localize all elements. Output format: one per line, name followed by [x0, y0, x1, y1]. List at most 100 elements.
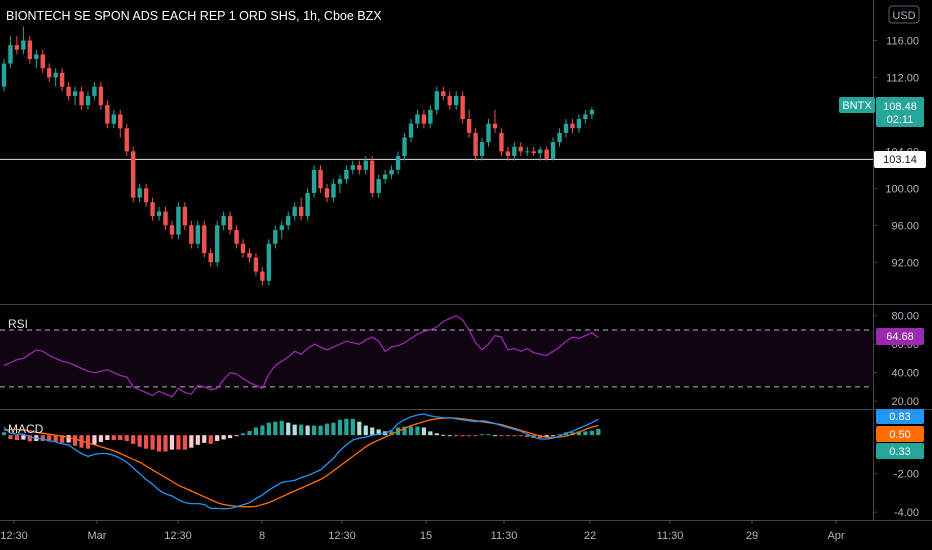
- candle: [376, 174, 381, 198]
- macd-histogram-bar: [286, 422, 291, 436]
- macd-histogram-bar: [202, 435, 207, 443]
- candle-body: [512, 146, 517, 156]
- macd-tick-label: -2.00: [894, 469, 919, 481]
- candle: [331, 179, 336, 203]
- candle-body: [202, 225, 207, 254]
- histogram-value: 0.33: [889, 446, 910, 458]
- candle: [318, 165, 323, 193]
- macd-histogram-bar: [389, 431, 394, 436]
- candle-body: [434, 91, 440, 110]
- rsi-tick-label: 80.00: [891, 311, 919, 323]
- candle-body: [382, 174, 388, 180]
- macd-histogram-bar: [111, 435, 116, 440]
- candle-body: [583, 114, 588, 120]
- candle-body: [40, 54, 45, 69]
- candle-body: [143, 188, 149, 203]
- macd-histogram-bar: [583, 431, 588, 436]
- rsi-pane[interactable]: [0, 314, 873, 398]
- signal-value: 0.50: [889, 429, 910, 441]
- candle-body: [214, 225, 220, 263]
- candle-body: [118, 114, 123, 129]
- candle: [66, 82, 71, 101]
- candle-body: [92, 86, 97, 96]
- candle-body: [150, 202, 155, 217]
- macd-histogram-bar: [479, 434, 485, 436]
- candle-body: [337, 179, 343, 184]
- currency-button[interactable]: USD: [888, 5, 920, 24]
- candle-body: [59, 72, 65, 87]
- candle-body: [350, 165, 356, 170]
- macd-histogram-bar: [234, 435, 239, 437]
- candle: [576, 114, 582, 133]
- candle: [454, 91, 459, 110]
- bar-countdown: 02:11: [887, 114, 914, 126]
- candle: [428, 105, 433, 129]
- macd-histogram-bar: [596, 428, 601, 436]
- candle: [389, 165, 394, 180]
- macd-histogram-bar: [260, 425, 265, 436]
- candle: [240, 239, 246, 258]
- candle: [544, 146, 549, 161]
- candle-body: [279, 225, 284, 230]
- price-tick-label: 100.00: [885, 183, 919, 195]
- macd-histogram-bar: [544, 435, 549, 438]
- candle: [350, 160, 356, 175]
- candle-body: [421, 114, 427, 124]
- candle: [305, 188, 310, 221]
- candle-body: [486, 123, 491, 143]
- macd-histogram-bar: [240, 433, 246, 436]
- macd-histogram-bar: [156, 435, 162, 452]
- candle-body: [169, 225, 175, 235]
- macd-histogram-bar: [247, 430, 252, 436]
- macd-histogram-bar: [208, 435, 213, 444]
- candle-body: [53, 72, 58, 78]
- candle-body: [576, 119, 582, 129]
- candle-body: [47, 68, 52, 78]
- candle: [247, 248, 252, 263]
- candle: [227, 211, 233, 235]
- macd-histogram-bar: [273, 421, 278, 436]
- candle-body: [570, 123, 575, 129]
- candle: [27, 35, 33, 64]
- macd-histogram-bar: [85, 435, 91, 449]
- price-pane[interactable]: [0, 26, 873, 286]
- candle-body: [389, 169, 394, 175]
- candle: [169, 220, 175, 240]
- rsi-band-background: [0, 329, 873, 387]
- candle: [589, 107, 595, 120]
- candle: [460, 91, 465, 124]
- macd-histogram-bar: [299, 424, 304, 436]
- candle: [298, 197, 304, 221]
- candle-body: [395, 156, 401, 170]
- candle: [14, 35, 20, 55]
- macd-histogram-bar: [454, 435, 459, 437]
- macd-histogram-bar: [357, 421, 362, 436]
- candle-body: [298, 206, 304, 217]
- candle: [234, 225, 239, 249]
- candle-body: [318, 169, 323, 189]
- macd-histogram-bar: [370, 427, 375, 436]
- candle: [550, 137, 556, 161]
- macd-tick-label: -4.00: [894, 507, 919, 519]
- candle: [434, 86, 440, 115]
- macd-histogram-bar: [589, 430, 594, 436]
- macd-histogram-bar: [27, 435, 32, 442]
- candle: [363, 156, 368, 175]
- macd-histogram-bar: [415, 426, 420, 436]
- chart-title: BIONTECH SE SPON ADS EACH REP 1 ORD SHS,…: [6, 9, 382, 23]
- rsi-tick-label: 20.00: [891, 396, 919, 408]
- candle: [570, 119, 575, 133]
- macd-pane[interactable]: [1, 413, 601, 510]
- candle-body: [111, 114, 117, 124]
- macd-line: [3, 413, 599, 510]
- candle: [499, 128, 504, 156]
- candle: [266, 239, 272, 286]
- candle-body: [557, 132, 562, 143]
- candle: [441, 86, 446, 101]
- macd-histogram-bar: [492, 435, 498, 437]
- candle: [98, 82, 104, 110]
- candle: [408, 119, 414, 143]
- macd-histogram-bar: [1, 432, 7, 436]
- macd-histogram-bar: [47, 435, 52, 442]
